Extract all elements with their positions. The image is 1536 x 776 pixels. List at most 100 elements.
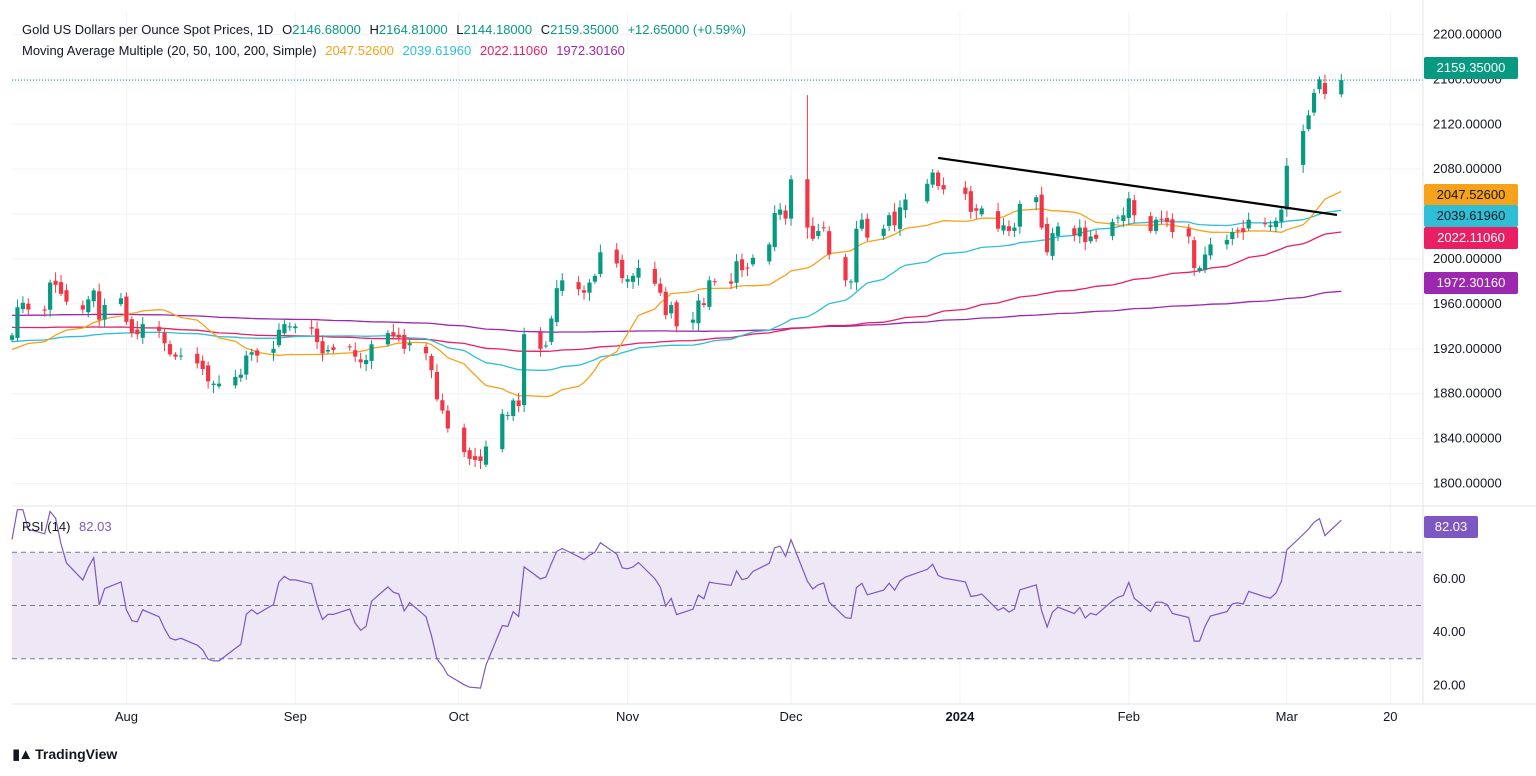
candle-body [505,415,510,417]
candle-body [1153,219,1159,231]
candle-body [995,211,1001,229]
candle-body [1006,226,1012,231]
candle-body [385,333,391,345]
candle-body [865,218,870,238]
candle-body [429,356,434,371]
candle-body [167,344,173,355]
candle-body [854,228,859,283]
candle-body [1208,244,1213,256]
rsi-tick-label: 60.00 [1433,571,1466,586]
candle-body [1317,79,1322,90]
time-tick-label: Nov [616,709,640,724]
candle-body [614,249,619,264]
candle-body [80,305,85,310]
candle-body [162,332,167,344]
time-tick-label: 20 [1383,709,1397,724]
rsi-price-tag: 82.03 [1424,516,1478,538]
candle-body [320,341,325,354]
ma-title: Moving Average Multiple (20, 50, 100, 20… [22,43,317,58]
candle-body [402,334,407,349]
candle-body [522,334,527,406]
rsi-polyline [11,509,1342,689]
candle-body [1235,230,1240,232]
ma50-line [11,209,1342,371]
rsi-tick-label: 20.00 [1433,677,1466,692]
rsi-band [12,551,1423,660]
candle-body [1192,240,1197,268]
candle-body [396,334,401,338]
candle-body [440,400,445,411]
ma200-value: 1972.30160 [556,43,625,58]
candle-body [669,305,674,314]
candle-body [1159,218,1164,220]
candle-body [26,303,31,310]
candle-body [140,324,145,338]
candle-body [1186,228,1191,237]
candle-body [1262,223,1268,225]
candle-body [712,281,717,283]
time-tick-label: Dec [779,709,803,724]
candle-body [282,324,287,334]
rsi-legend: RSI (14) 82.03 [22,519,112,534]
candle-body [750,257,756,265]
candle-body [1230,232,1235,240]
candle-body [20,302,25,310]
candle-body [244,355,249,375]
candle-body [1115,217,1121,219]
candle-body [86,299,91,313]
time-tick-label: Sep [284,709,307,724]
rsi-tick-label: 40.00 [1433,624,1466,639]
candle-body [1072,228,1077,236]
candle-body [309,327,314,329]
candle-body [936,172,941,187]
candle-body [271,348,276,353]
candle-body [1246,219,1251,229]
candle-body [314,328,320,343]
price-tick-label: 1800.00000 [1433,476,1502,491]
candle-body [462,427,467,453]
candle-body [549,318,554,342]
time-tick-label: 2024 [945,709,975,724]
ma-legend: Moving Average Multiple (20, 50, 100, 20… [22,43,630,58]
candle-body [1273,220,1279,228]
candle-body [331,347,336,350]
close-label: C [540,22,551,37]
candle-body [173,354,178,357]
rsi-line [11,509,1342,689]
candle-body [1301,131,1306,165]
price-tick-label: 2120.00000 [1433,116,1502,131]
candle-body [739,259,745,271]
candle-body [788,179,794,219]
candle-body [445,410,450,429]
candle-body [1083,227,1088,243]
candle-body [238,374,243,378]
time-tick-label: Aug [115,709,138,724]
candle-body [53,280,58,285]
candle-body [843,257,848,281]
candle-body [1241,228,1246,233]
candle-body [1164,217,1170,222]
candle-body [1017,203,1022,227]
ma100-line [11,231,1342,352]
candle-body [1077,227,1082,237]
rsi-legend-value: 82.03 [79,519,112,534]
candle-body [195,353,200,364]
tradingview-logo[interactable]: ▮▲ TradingView [12,745,117,763]
ohlc-legend: Gold US Dollars per Ounce Spot Prices, 1… [22,22,756,37]
candle-body [1126,198,1131,218]
candle-body [587,282,592,293]
candle-body [1197,267,1202,271]
ma50-price-tag: 2039.61960 [1424,205,1518,227]
price-tick-label: 2000.00000 [1433,251,1502,266]
candle-body [663,291,668,316]
price-tick-label: 1960.00000 [1433,296,1502,311]
candle-body [707,280,712,307]
candle-body [1110,221,1115,237]
candle-body [696,300,701,324]
candle-body [467,450,472,459]
high-value: 2164.81000 [378,22,448,37]
ma50-value: 2039.61960 [402,43,472,58]
candle-body [353,350,358,357]
candle-body [783,210,788,219]
